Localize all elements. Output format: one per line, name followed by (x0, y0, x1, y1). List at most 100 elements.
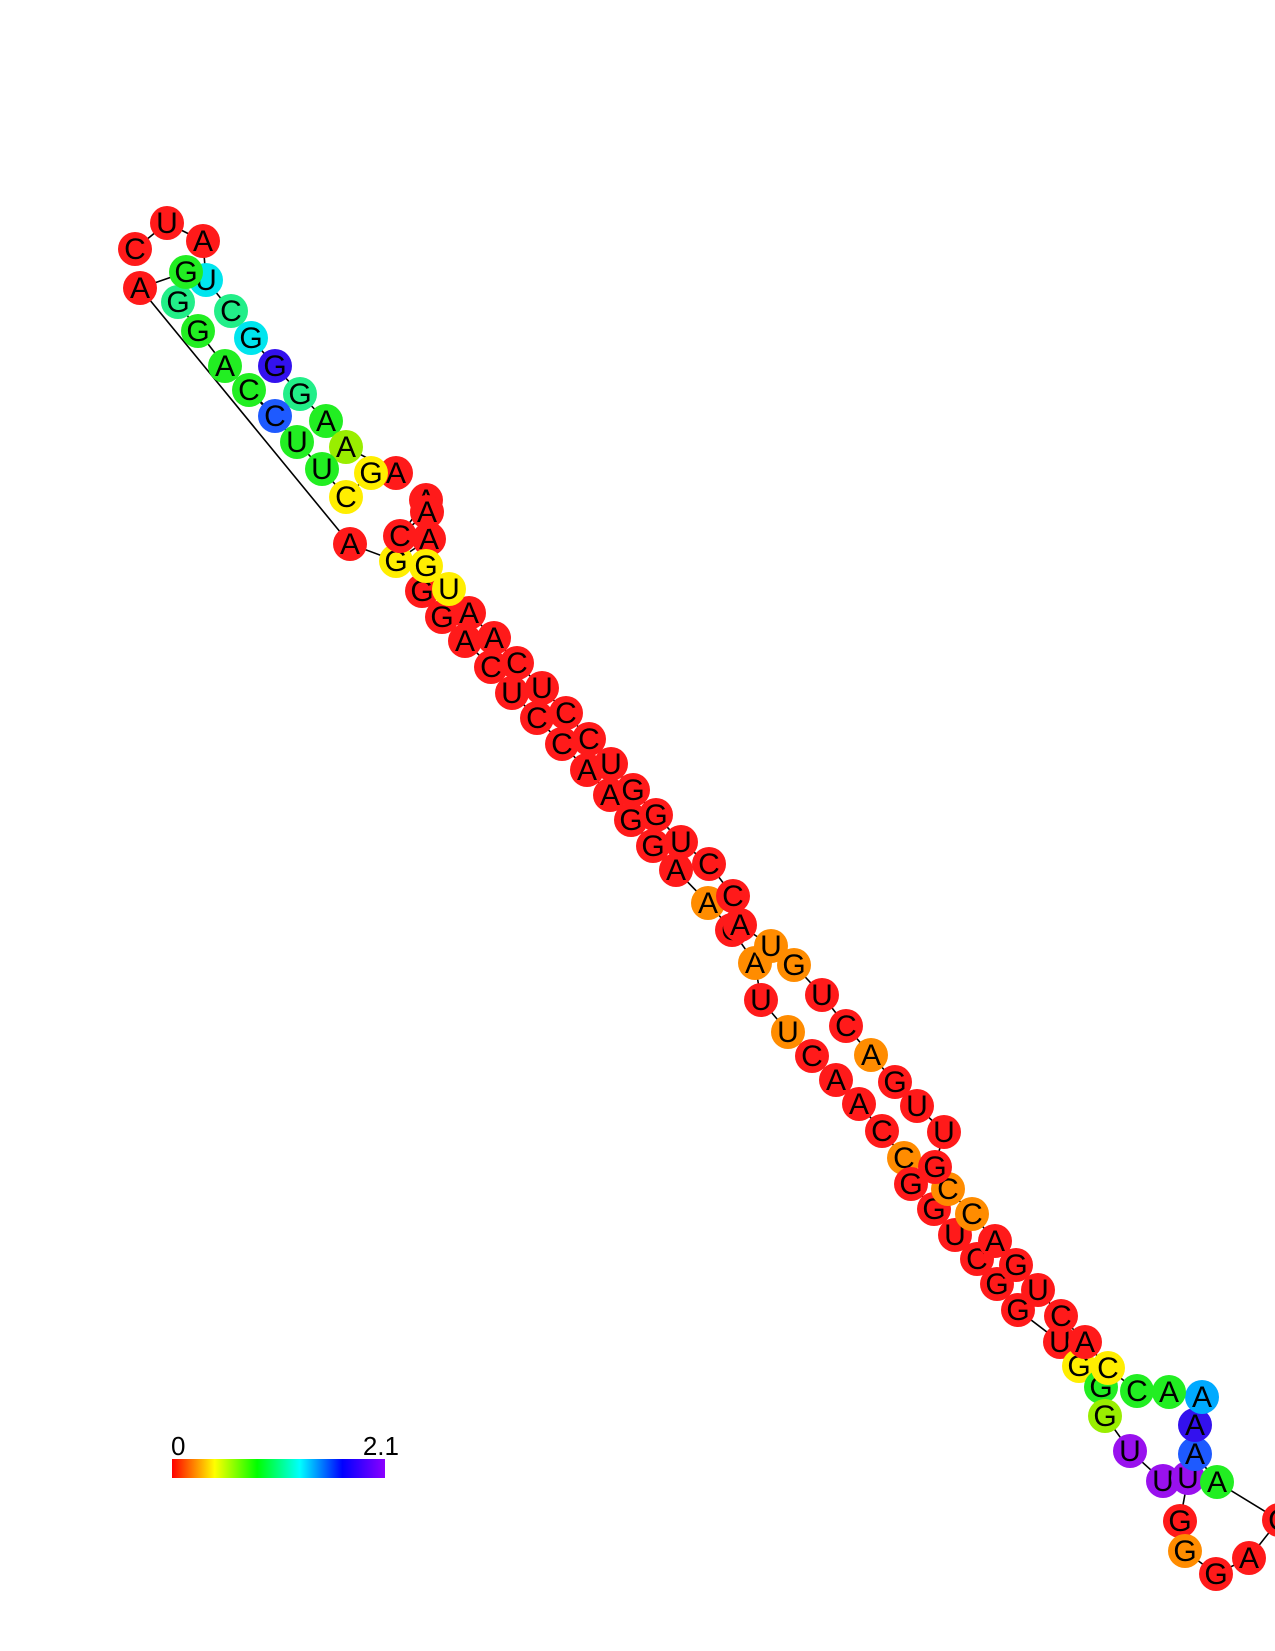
nucleotide-circle (842, 1087, 876, 1121)
nucleotide-circle (894, 1167, 928, 1201)
nucleotide-circle (918, 1150, 952, 1184)
nucleotide-label: C (871, 1115, 893, 1148)
nucleotide-98: U (525, 671, 559, 705)
nucleotide-circle (1200, 1465, 1234, 1499)
nucleotide-label: C (893, 1142, 915, 1175)
nucleotide-84: A (854, 1038, 888, 1072)
nucleotide-label: U (670, 826, 692, 859)
nucleotide-1: C (118, 232, 152, 266)
nucleotide-54: U (1043, 1325, 1077, 1359)
nucleotide-circle (379, 544, 413, 578)
nucleotide-19: G (181, 314, 215, 348)
color-scale-min-label: 0 (171, 1431, 185, 1461)
nucleotide-circle (123, 271, 157, 305)
nucleotide-circle (329, 430, 363, 464)
nucleotide-circle (1113, 1434, 1147, 1468)
nucleotide-95: U (594, 747, 628, 781)
nucleotide-label: A (316, 405, 336, 438)
nucleotide-circle (594, 747, 628, 781)
nucleotide-12: G (354, 456, 388, 490)
nucleotide-59: U (1146, 1464, 1180, 1498)
nucleotide-label: G (410, 575, 433, 608)
nucleotide-circle (280, 425, 314, 459)
nucleotide-circle (1185, 1380, 1219, 1414)
nucleotide-circle (448, 624, 482, 658)
nucleotide-circle (383, 519, 417, 553)
nucleotide-label: C (698, 848, 720, 881)
nucleotide-circle (452, 596, 486, 630)
nucleotide-label: A (1075, 1326, 1095, 1359)
nucleotide-circle (1120, 1374, 1154, 1408)
nucleotide-label: G (782, 949, 805, 982)
nucleotide-circle (410, 495, 444, 529)
nucleotide-9: A (309, 404, 343, 438)
nucleotide-label: G (239, 322, 262, 355)
nucleotide-label: U (1152, 1465, 1174, 1498)
nucleotide-23: A (333, 527, 367, 561)
nucleotide-circle (659, 853, 693, 887)
nucleotide-16: C (232, 373, 266, 407)
nucleotide-label: A (861, 1039, 881, 1072)
nucleotide-label: G (923, 1151, 946, 1184)
nucleotide-label: C (1050, 1300, 1072, 1333)
nucleotide-circle (333, 527, 367, 561)
nucleotide-25: A (412, 522, 446, 556)
nucleotide-label: C (961, 1198, 983, 1231)
nucleotide-102: U (432, 572, 466, 606)
nucleotide-6: G (234, 321, 268, 355)
nucleotide-label: U (944, 1219, 966, 1252)
nucleotide-circle (1163, 1504, 1197, 1538)
nucleotide-99: C (500, 646, 534, 680)
nucleotide-label: G (263, 350, 286, 383)
nucleotide-circle (744, 983, 778, 1017)
nucleotide-label: U (311, 453, 333, 486)
nucleotide-label: A (459, 597, 479, 630)
nucleotide-label: G (414, 550, 437, 583)
nucleotide-61: G (1163, 1504, 1197, 1538)
nucleotide-label: C (506, 647, 528, 680)
nucleotide-circle (474, 650, 508, 684)
nucleotide-circle (639, 798, 673, 832)
nucleotide-circle (1146, 1464, 1180, 1498)
nucleotide-105: C (383, 519, 417, 553)
nucleotide-70: A (1152, 1375, 1186, 1409)
nucleotide-85: C (829, 1009, 863, 1043)
nucleotide-11: A (379, 456, 413, 490)
nucleotide-circle (549, 696, 583, 730)
nucleotide-label: U (906, 1090, 928, 1123)
nucleotide-label: C (801, 1040, 823, 1073)
nucleotide-circle (1091, 1351, 1125, 1385)
nucleotide-46: C (865, 1114, 899, 1148)
nucleotide-48: G (894, 1167, 928, 1201)
nucleotide-label: A (340, 528, 360, 561)
nucleotide-label: G (621, 774, 644, 807)
nucleotide-circle (865, 1114, 899, 1148)
nucleotide-57: G (1088, 1399, 1122, 1433)
nucleotide-label: C (220, 295, 242, 328)
nucleotide-64: A (1232, 1541, 1266, 1575)
nucleotide-circle (520, 701, 554, 735)
nucleotide-circle (118, 232, 152, 266)
nucleotide-circle (329, 480, 363, 514)
nucleotide-label: A (577, 754, 597, 787)
nucleotide-label: G (619, 804, 642, 837)
nucleotide-90: C (716, 879, 750, 913)
nucleotide-label: A (1192, 1381, 1212, 1414)
nucleotide-circle (181, 314, 215, 348)
nucleotide-17: C (258, 399, 292, 433)
nucleotide-circle (1152, 1375, 1186, 1409)
nucleotide-label: C (722, 880, 744, 913)
nucleotide-circle (425, 600, 459, 634)
nucleotide-label: A (600, 779, 620, 812)
nucleotide-label: U (531, 672, 553, 705)
nucleotide-label: C (264, 400, 286, 433)
nucleotide-88: U (754, 929, 788, 963)
nucleotide-30: U (495, 676, 529, 710)
nucleotide-circle (1199, 1557, 1233, 1591)
nucleotide-label: C (1126, 1375, 1148, 1408)
nucleotide-label: G (641, 830, 664, 863)
nucleotide-74: C (1044, 1299, 1078, 1333)
nucleotide-circle (379, 456, 413, 490)
nucleotide-circle (927, 1115, 961, 1149)
nucleotide-label: G (1006, 1294, 1029, 1327)
